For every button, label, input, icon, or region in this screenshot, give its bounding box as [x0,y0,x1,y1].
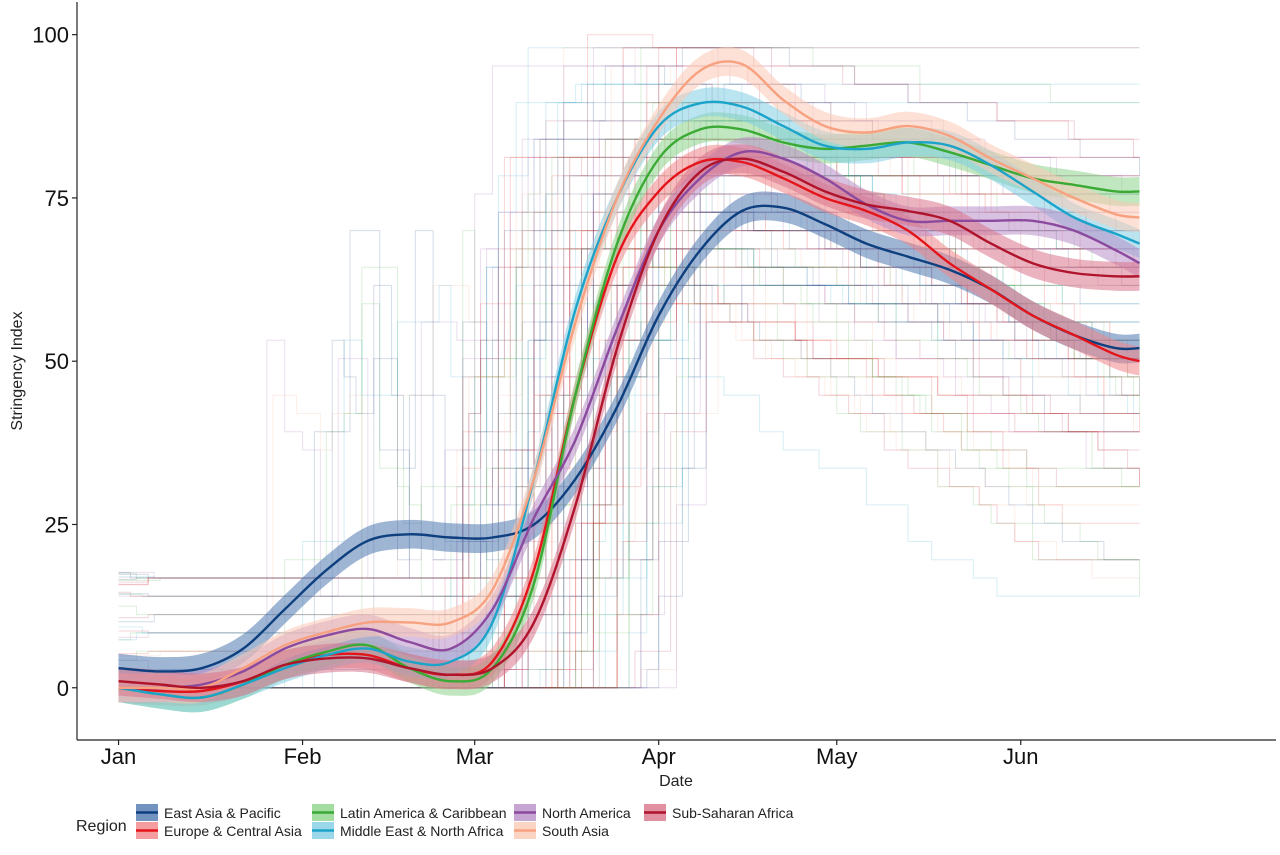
country-line [118,248,1140,689]
country-line [118,138,1140,689]
y-tick-label: 50 [45,349,69,374]
country-line [118,248,1140,689]
series-line [118,60,1140,691]
legend-label: East Asia & Pacific [164,805,281,821]
legend-label: Europe & Central Asia [164,823,302,839]
country-line [118,248,1140,689]
legend-item: Latin America & Caribbean [312,804,507,821]
y-tick-label: 0 [57,676,69,701]
x-tick-label: Jun [1003,744,1038,769]
series-line [118,150,1141,690]
country-lines [118,34,1140,689]
x-ticks: Jan Feb Mar Apr May Jun [101,740,1039,769]
country-line [118,284,1140,689]
country-line [118,47,1140,597]
country-line [118,248,1140,689]
country-line [118,211,1140,689]
legend-title: Region [76,818,127,835]
series-line [118,157,1140,690]
legend-label: North America [542,805,631,821]
legend-item: Sub-Saharan Africa [644,804,794,821]
country-line [118,83,1140,689]
y-tick-label: 100 [32,23,69,48]
confidence-bands [118,47,1140,713]
country-line [118,230,1140,689]
country-line [118,284,1140,689]
y-ticks: 0 25 50 75 100 [32,23,77,701]
legend-label: Middle East & North Africa [340,823,504,839]
country-line [118,193,1140,689]
country-line [118,248,1140,689]
country-line [118,47,1140,689]
x-tick-label: May [816,744,858,769]
country-line [118,102,1140,689]
country-line [118,284,1140,579]
legend-label: South Asia [542,823,609,839]
series-line [118,125,1140,700]
country-line [118,230,1140,586]
legend-label: Sub-Saharan Africa [672,805,794,821]
legend-label: Latin America & Caribbean [340,805,507,821]
x-tick-label: Feb [284,744,322,769]
country-line [118,248,1140,689]
y-tick-label: 75 [45,186,69,211]
x-axis-title: Date [659,773,693,790]
country-line [118,211,1140,689]
legend-item: Middle East & North Africa [312,822,504,839]
country-line [118,248,1140,689]
country-line [118,193,1140,585]
y-tick-label: 25 [45,512,69,537]
x-tick-label: Mar [456,744,494,769]
confidence-band [118,47,1140,704]
country-line [118,248,1140,689]
country-line [118,156,1140,689]
country-line [118,156,1140,689]
country-line [118,193,1140,689]
x-tick-label: Jan [101,744,136,769]
country-line [118,266,1140,689]
series-lines [118,60,1141,700]
country-line [118,47,1140,689]
legend-item: East Asia & Pacific [136,804,281,821]
x-tick-label: Apr [642,744,676,769]
country-line [118,248,1140,689]
country-line [118,284,1140,689]
country-line [118,248,1140,689]
y-axis-title: Stringency Index [9,311,26,430]
legend-item: South Asia [514,822,609,839]
legend-item: Europe & Central Asia [136,822,302,839]
country-line [118,83,1140,689]
legend: Region East Asia & Pacific Europe & Centr… [76,804,794,839]
country-line [118,284,1140,689]
axes [76,2,1276,741]
legend-item: North America [514,804,631,821]
